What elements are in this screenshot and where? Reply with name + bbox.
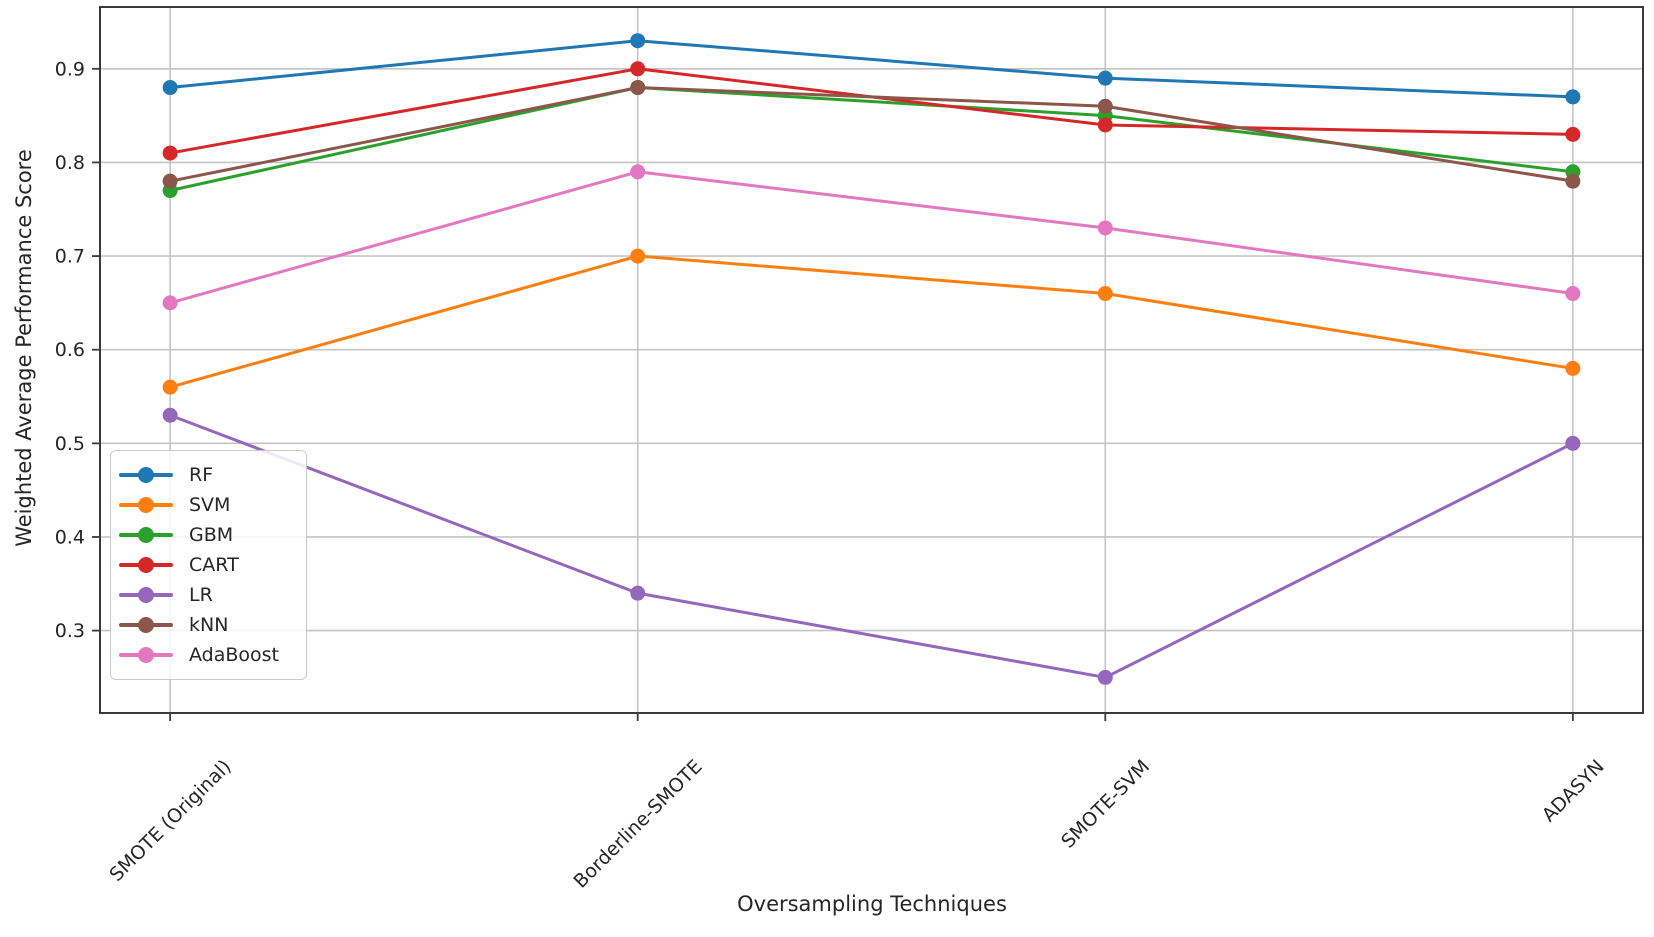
series-line-kNN [169, 86, 1574, 183]
y-tick-label-2: 0.5 [55, 433, 85, 455]
legend-marker-kNN [119, 617, 173, 633]
data-point-CART-0 [162, 145, 178, 161]
legend-dot-icon [138, 617, 154, 633]
series-line-SVM [169, 254, 1574, 389]
y-tick-label-3: 0.6 [55, 339, 85, 361]
data-point-RF-3 [1565, 89, 1581, 105]
legend-label-AdaBoost: AdaBoost [189, 644, 279, 666]
data-point-CART-1 [630, 61, 646, 77]
legend-label-SVM: SVM [189, 494, 231, 516]
data-point-SVM-1 [630, 248, 646, 264]
legend-dot-icon [138, 587, 154, 603]
legend-item-SVM: SVM [111, 490, 306, 520]
legend-item-CART: CART [111, 550, 306, 580]
y-tick-label-0: 0.3 [55, 620, 85, 642]
data-point-LR-2 [1097, 669, 1113, 685]
legend-dot-icon [138, 497, 154, 513]
series-SVM [162, 248, 1581, 395]
legend-dot-icon [138, 557, 154, 573]
legend-label-kNN: kNN [189, 614, 229, 636]
series-kNN [162, 80, 1581, 189]
x-tick-label-1: Borderline-SMOTE [570, 756, 707, 893]
data-point-LR-1 [630, 585, 646, 601]
legend-marker-AdaBoost [119, 647, 173, 663]
legend-marker-CART [119, 557, 173, 573]
data-point-LR-3 [1565, 435, 1581, 451]
data-point-AdaBoost-3 [1565, 286, 1581, 302]
series-line-LR [169, 413, 1574, 679]
legend-item-GBM: GBM [111, 520, 306, 550]
series-AdaBoost [162, 164, 1581, 311]
data-point-SVM-3 [1565, 360, 1581, 376]
legend-dot-icon [138, 647, 154, 663]
legend-label-RF: RF [189, 464, 214, 486]
data-point-kNN-1 [630, 80, 646, 96]
legend-dot-icon [138, 527, 154, 543]
legend-marker-SVM [119, 497, 173, 513]
data-point-LR-0 [162, 407, 178, 423]
legend-label-CART: CART [189, 554, 239, 576]
y-tick-label-6: 0.9 [55, 58, 85, 80]
legend-marker-LR [119, 587, 173, 603]
data-point-RF-0 [162, 80, 178, 96]
data-point-kNN-0 [162, 173, 178, 189]
x-tick-label-2: SMOTE-SVM [1057, 756, 1154, 853]
legend-item-kNN: kNN [111, 610, 306, 640]
data-point-CART-3 [1565, 126, 1581, 142]
data-point-kNN-3 [1565, 173, 1581, 189]
data-point-RF-2 [1097, 70, 1113, 86]
y-tick-label-4: 0.7 [55, 246, 85, 268]
x-axis-label: Oversampling Techniques [737, 892, 1007, 916]
y-tick-label-5: 0.8 [55, 152, 85, 174]
axes-spines [99, 6, 1644, 714]
series-RF [162, 33, 1581, 105]
data-point-SVM-0 [162, 379, 178, 395]
data-point-AdaBoost-2 [1097, 220, 1113, 236]
x-tick-label-0: SMOTE (Original) [105, 756, 235, 886]
y-tick-label-1: 0.4 [55, 526, 85, 548]
legend-label-GBM: GBM [189, 524, 234, 546]
legend-label-LR: LR [189, 584, 213, 606]
legend-item-RF: RF [111, 460, 306, 490]
series-line-AdaBoost [169, 170, 1574, 305]
legend-item-LR: LR [111, 580, 306, 610]
data-point-SVM-2 [1097, 286, 1113, 302]
y-axis-label: Weighted Average Performance Score [12, 149, 36, 547]
data-point-kNN-2 [1097, 98, 1113, 114]
legend-dot-icon [138, 467, 154, 483]
legend-marker-RF [119, 467, 173, 483]
data-point-CART-2 [1097, 117, 1113, 133]
series-line-RF [169, 39, 1573, 99]
legend-item-AdaBoost: AdaBoost [111, 640, 306, 670]
data-point-AdaBoost-1 [630, 164, 646, 180]
data-point-AdaBoost-0 [162, 295, 178, 311]
series-LR [162, 407, 1581, 685]
legend-marker-GBM [119, 527, 173, 543]
data-point-RF-1 [630, 33, 646, 49]
legend: RF SVM GBM CART LR kNN AdaBoost [110, 450, 307, 680]
x-tick-label-3: ADASYN [1538, 756, 1609, 827]
